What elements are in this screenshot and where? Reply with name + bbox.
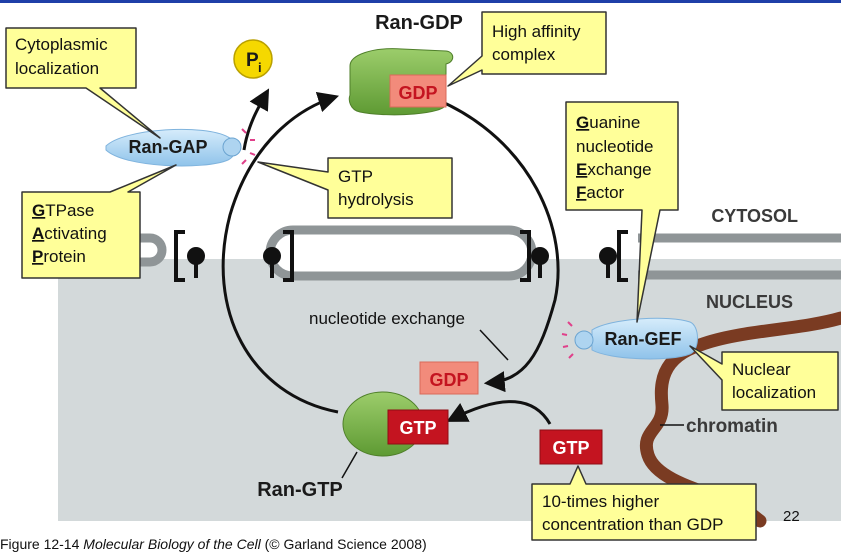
cytosol-label: CYTOSOL: [711, 206, 798, 226]
cycle-arrow-left: [221, 92, 340, 414]
svg-text:complex: complex: [492, 45, 556, 64]
gtp-box-free: [539, 429, 603, 465]
ran-gdp-protein: GDP: [348, 48, 454, 116]
svg-text:hydrolysis: hydrolysis: [338, 190, 414, 209]
gtp-entry-arrow: [446, 400, 552, 425]
svg-text:Exchange: Exchange: [576, 160, 652, 179]
svg-text:nucleotide: nucleotide: [576, 137, 654, 156]
svg-text:concentration than GDP: concentration than GDP: [542, 515, 723, 534]
ran-gef-protein: [561, 317, 698, 360]
pi-release-arrow: [242, 88, 270, 151]
callout-high-affinity-complex: High affinity complex: [447, 11, 607, 87]
figure-caption: Figure 12-14 Molecular Biology of the Ce…: [0, 536, 427, 552]
gdp-box-top: [389, 74, 447, 108]
callout-cytoplasmic-localization: Cytoplasmic localization: [5, 27, 161, 139]
caption-prefix: Figure 12-14: [0, 536, 84, 552]
svg-text:Activating: Activating: [32, 224, 107, 243]
svg-text:Guanine: Guanine: [576, 113, 640, 132]
svg-text:GTP: GTP: [399, 418, 436, 438]
cycle-arrow-right: [437, 98, 560, 393]
callout-gtpase-activating-protein: GTPase Activating Protein: [21, 164, 177, 279]
svg-text:localization: localization: [732, 383, 816, 402]
svg-text:Nuclear: Nuclear: [732, 360, 791, 379]
svg-text:Protein: Protein: [32, 247, 86, 266]
svg-text:10-times higher: 10-times higher: [542, 492, 660, 511]
chromatin-label: chromatin: [686, 416, 778, 437]
ran-gtp-protein: GTP: [342, 391, 449, 457]
pi-subscript: i: [258, 60, 262, 75]
gdp-box-free: [419, 361, 479, 395]
pi-label: P: [246, 50, 259, 71]
gtp-free-label: GTP: [552, 438, 589, 458]
callout-guanine-nucleotide-exchange-factor: Guanine nucleotide Exchange Factor: [565, 101, 679, 323]
ran-gtp-label: Ran-GTP: [257, 479, 343, 501]
svg-text:Cytoplasmic: Cytoplasmic: [15, 35, 108, 54]
nucleotide-exchange-pointer: [479, 329, 509, 361]
page-number: 22: [783, 508, 800, 525]
svg-text:localization: localization: [15, 59, 99, 78]
gdp-free-label: GDP: [429, 370, 468, 390]
ran-gap-label: Ran-GAP: [128, 137, 207, 157]
svg-text:High affinity: High affinity: [492, 22, 581, 41]
svg-text:Factor: Factor: [576, 183, 625, 202]
svg-text:GDP: GDP: [398, 83, 437, 103]
svg-text:GTPase: GTPase: [32, 201, 94, 220]
pore-knobs: [187, 247, 617, 278]
ran-gtp-pointer: [341, 451, 358, 479]
nucleotide-exchange-label: nucleotide exchange: [309, 309, 465, 328]
header-bar: [0, 0, 841, 3]
nuclear-pore-right: [520, 230, 628, 282]
ran-gef-label: Ran-GEF: [604, 329, 681, 349]
callout-concentration: 10-times higher concentration than GDP: [531, 465, 757, 541]
caption-title: Molecular Biology of the Cell: [83, 536, 261, 552]
ran-gdp-label: Ran-GDP: [375, 12, 463, 34]
nuclear-pore-left: [174, 230, 294, 282]
ran-gap-protein: [105, 128, 256, 167]
chromatin-strand: [639, 311, 841, 528]
phosphate-pi-icon: [233, 39, 273, 79]
callout-nuclear-localization: Nuclear localization: [689, 345, 839, 411]
nucleus-label: NUCLEUS: [706, 292, 793, 312]
caption-suffix: (© Garland Science 2008): [260, 536, 427, 552]
callout-gtp-hydrolysis: GTP hydrolysis: [257, 157, 453, 219]
gtp-box-bound: [387, 409, 449, 445]
svg-text:GTP: GTP: [338, 167, 373, 186]
